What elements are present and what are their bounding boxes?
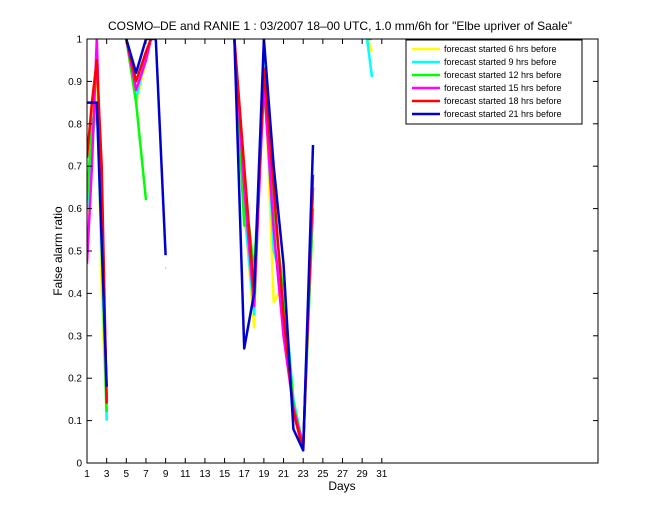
x-tick-label: 17 — [239, 469, 251, 480]
legend-item: forecast started 21 hrs before — [412, 109, 562, 119]
legend-item: forecast started 9 hrs before — [412, 57, 557, 67]
axes-layer: 1 3 5 7 9 11 13 15 17 19 21 23 25 27 29 3100.10.20.30.4… — [68, 35, 599, 480]
y-tick-label: 1 — [76, 35, 82, 46]
x-tick-label: 19 — [258, 469, 270, 480]
series-6-line-2 — [125, 39, 167, 256]
x-tick-label: 21 — [278, 469, 290, 480]
x-tick-label: 3 — [104, 469, 110, 480]
x-tick-label: 5 — [124, 469, 130, 480]
x-tick-label: 13 — [199, 469, 211, 480]
legend: forecast started 6 hrs before forecast st… — [405, 39, 583, 125]
legend-label: forecast started 15 hrs before — [444, 83, 562, 93]
y-tick-label: 0.9 — [68, 77, 82, 88]
legend-item: forecast started 18 hrs before — [412, 96, 562, 106]
legend-label: forecast started 9 hrs before — [444, 57, 557, 67]
x-tick-label: 15 — [219, 469, 231, 480]
y-axis-title: False alarm ratio — [51, 206, 65, 296]
x-tick-label: 25 — [317, 469, 329, 480]
y-tick-label: 0.6 — [68, 204, 82, 215]
x-axis-title: Days — [328, 479, 355, 493]
y-tick-label: 0.3 — [68, 331, 82, 342]
series-6-line-3 — [233, 39, 315, 452]
series-2-line-4 — [365, 39, 374, 78]
x-tick-label: 7 — [143, 469, 149, 480]
x-tick-label: 31 — [376, 469, 388, 480]
legend-box — [405, 39, 583, 125]
x-tick-label: 11 — [180, 469, 191, 480]
legend-label: forecast started 18 hrs before — [444, 96, 562, 106]
x-tick-label: 27 — [337, 469, 349, 480]
legend-item: forecast started 12 hrs before — [412, 70, 562, 80]
legend-label: forecast started 12 hrs before — [444, 70, 562, 80]
y-tick-label: 0.4 — [68, 289, 82, 300]
legend-label: forecast started 6 hrs before — [444, 44, 557, 54]
legend-item: forecast started 15 hrs before — [412, 83, 562, 93]
x-tick-label: 9 — [163, 469, 169, 480]
y-tick-label: 0 — [76, 459, 82, 470]
x-tick-label: 23 — [298, 469, 310, 480]
y-tick-label: 0.1 — [68, 416, 82, 427]
series-6-line-1 — [87, 101, 108, 387]
y-tick-label: 0.7 — [68, 162, 82, 173]
series-6 — [87, 39, 315, 452]
legend-label: forecast started 21 hrs before — [444, 109, 562, 119]
y-tick-label: 0.8 — [68, 119, 82, 130]
legend-item: forecast started 6 hrs before — [412, 44, 557, 54]
y-tick-label: 0.5 — [68, 247, 82, 258]
x-tick-label: 1 — [84, 469, 90, 480]
x-tick-label: 29 — [357, 469, 369, 480]
chart-title: COSMO–DE and RANIE 1 : 03/2007 18–00 UTC… — [108, 19, 572, 33]
series-5-line-3 — [233, 39, 315, 452]
series-5-line-1 — [87, 58, 108, 404]
y-tick-label: 0.2 — [68, 374, 82, 385]
